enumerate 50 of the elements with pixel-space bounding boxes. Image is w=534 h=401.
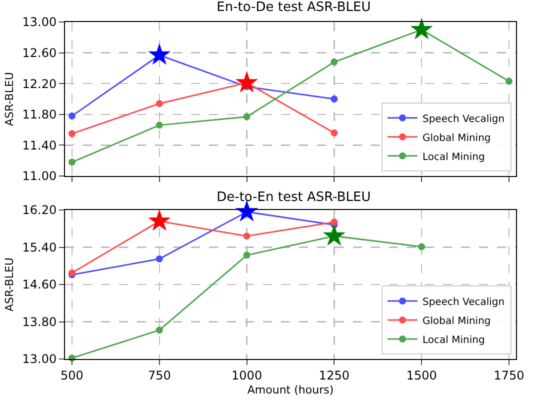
- point: [506, 78, 513, 85]
- point: [148, 209, 171, 231]
- point: [330, 129, 338, 136]
- point: [148, 43, 171, 65]
- point: [68, 158, 76, 166]
- point: [156, 122, 163, 129]
- legend-label: Global Mining: [422, 132, 491, 144]
- chart-title: En-to-De test ASR-BLEU: [216, 0, 371, 16]
- y-tick-label: 12.20: [22, 76, 57, 91]
- x-tick-label: 500: [60, 368, 84, 382]
- point: [322, 224, 346, 246]
- y-tick-label: 12.60: [22, 46, 57, 60]
- y-tick-label: 11.00: [22, 169, 57, 184]
- point: [243, 252, 250, 259]
- x-axis-title: Amount (hours): [247, 384, 334, 397]
- chart-title: De-to-En test ASR-BLEU: [216, 190, 371, 206]
- point: [68, 112, 76, 120]
- point: [235, 200, 258, 222]
- y-axis-title: ASR-BLEU: [2, 72, 16, 126]
- y-axis-title: ASR-BLEU: [2, 258, 16, 312]
- y-tick-label: 16.20: [22, 203, 57, 218]
- point: [243, 113, 250, 120]
- legend-label: Speech Vecalign: [422, 296, 505, 308]
- point: [418, 243, 426, 250]
- legend-label: Local Mining: [422, 334, 485, 346]
- y-tick-label: 15.40: [22, 240, 57, 254]
- point: [156, 100, 163, 108]
- point: [330, 218, 338, 226]
- x-tick-label: 750: [148, 368, 171, 382]
- legend-label: Local Mining: [422, 152, 485, 163]
- y-tick-label: 13.80: [22, 314, 57, 329]
- point: [156, 326, 163, 334]
- x-tick-label: 1000: [232, 368, 262, 382]
- y-tick-label: 14.60: [22, 278, 57, 292]
- point: [68, 130, 76, 138]
- x-tick-label: 1500: [406, 368, 437, 382]
- point: [235, 70, 258, 92]
- point: [330, 58, 338, 66]
- point: [156, 255, 163, 262]
- legend-label: Speech Vecalign: [422, 114, 505, 125]
- point: [410, 18, 433, 40]
- y-tick-label: 11.80: [22, 108, 57, 122]
- point: [243, 232, 250, 240]
- y-tick-label: 13.00: [22, 352, 57, 366]
- legend-label: Global Mining: [422, 316, 491, 327]
- y-tick-label: 11.40: [22, 138, 57, 152]
- x-tick-label: 1250: [318, 368, 350, 382]
- point: [330, 96, 338, 102]
- y-tick-label: 13.00: [22, 15, 57, 30]
- x-tick-label: 1750: [494, 368, 524, 382]
